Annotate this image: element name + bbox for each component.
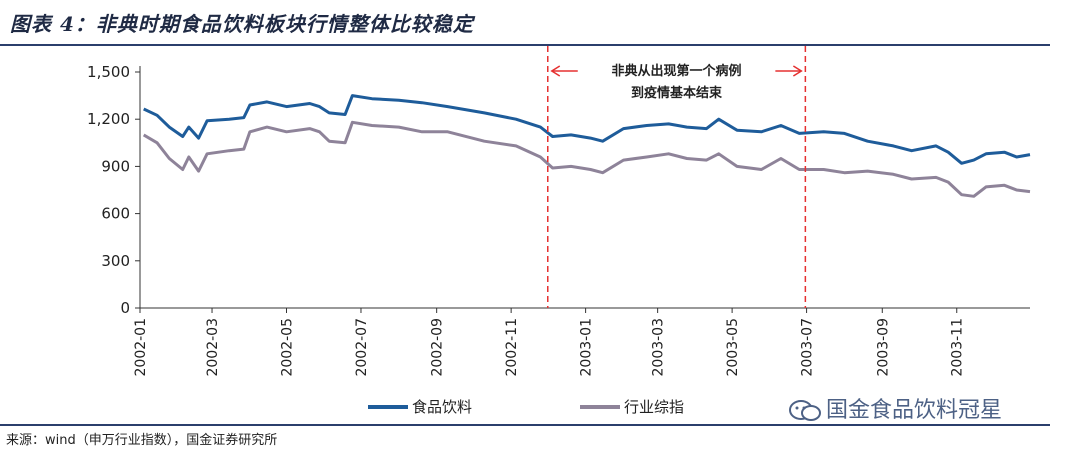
left-arrow-icon: [550, 65, 561, 77]
y-tick-label: 900: [101, 157, 130, 175]
right-arrow-icon: [792, 65, 803, 77]
y-tick-label: 1,200: [87, 110, 130, 128]
legend: 食品饮料 行业综指: [368, 398, 684, 416]
x-tick-label: 2002-07: [354, 318, 370, 377]
series-line-industry-composite: [142, 120, 1031, 198]
annotation-text: 非典从出现第一个病例: [612, 63, 742, 79]
x-tick-label: 2003-09: [875, 318, 891, 377]
chart-title: 图表 4：非典时期食品饮料板块行情整体比较稳定: [10, 12, 474, 36]
x-tick-label: 2003-07: [800, 318, 816, 377]
y-axis: 0 300 600 900 1,200 1,500: [87, 63, 141, 317]
top-rule: [0, 44, 1050, 46]
watermark: 国金食品饮料冠星: [788, 392, 1002, 424]
y-tick-label: 300: [101, 252, 130, 270]
series-layer: [142, 94, 1031, 198]
x-tick-label: 2002-03: [205, 318, 221, 377]
legend-label: 食品饮料: [412, 398, 472, 416]
x-tick-label: 2003-05: [725, 318, 741, 377]
x-tick-label: 2003-01: [579, 318, 595, 377]
y-tick-label: 1,500: [87, 63, 130, 81]
series-line-food-beverage: [143, 94, 1031, 165]
x-tick-label: 2002-01: [133, 318, 149, 377]
y-tick-label: 600: [101, 205, 130, 223]
legend-label: 行业综指: [624, 398, 684, 416]
x-tick-label: 2002-09: [430, 318, 446, 377]
bottom-rule: [0, 424, 1050, 426]
source-note: 来源：wind（申万行业指数），国金证券研究所: [6, 433, 278, 448]
wechat-icon: [789, 400, 821, 421]
x-tick-label: 2003-03: [651, 318, 667, 377]
annotation-text: 到疫情基本结束: [631, 85, 723, 101]
x-tick-label: 2003-11: [950, 318, 966, 377]
x-tick-label: 2002-11: [504, 318, 520, 377]
x-tick-label: 2002-05: [280, 318, 296, 377]
x-axis: 2002-01 2002-03 2002-05 2002-07 2002-09 2002-…: [133, 307, 1030, 377]
y-tick-label: 0: [120, 299, 130, 317]
watermark-text: 国金食品饮料冠星: [826, 398, 1003, 423]
